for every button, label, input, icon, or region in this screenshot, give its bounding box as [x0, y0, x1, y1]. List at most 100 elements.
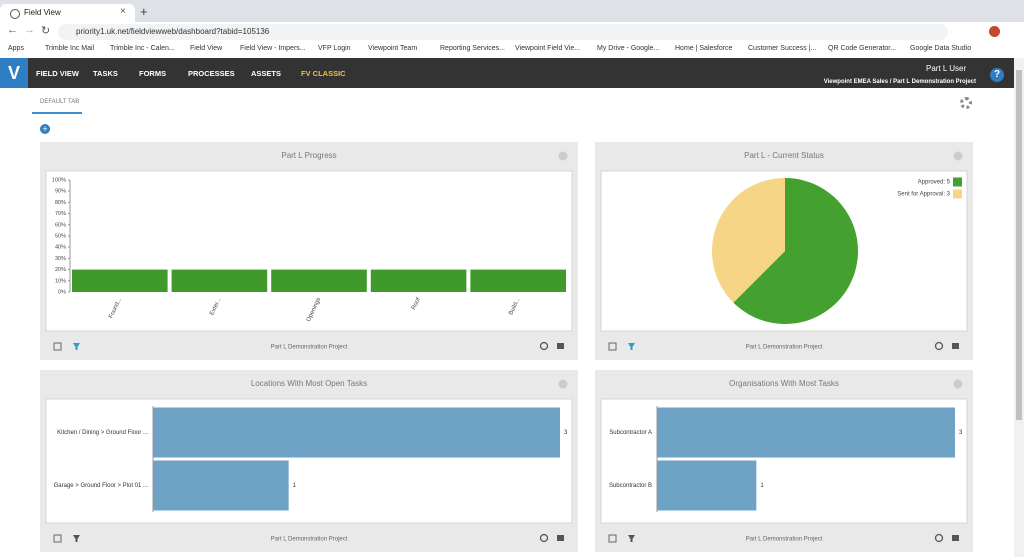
bookmark[interactable]: Reporting Services...	[440, 45, 505, 52]
refresh-icon[interactable]	[934, 533, 944, 543]
widget-title: Part L - Current Status	[744, 151, 824, 160]
tab-underline	[32, 112, 82, 114]
bookmark[interactable]: Viewpoint Team	[368, 45, 418, 52]
widget-footer: Part L Demonstration Project	[746, 537, 823, 543]
widget-title: Part L Progress	[281, 151, 336, 160]
widget-body	[45, 170, 573, 332]
bookmark[interactable]: My Drive - Google...	[597, 45, 660, 52]
help[interactable]: ?	[990, 68, 1004, 82]
y-tick-label: 30%	[55, 256, 66, 262]
url: priority1.uk.net/fieldviewweb/dashboard?…	[76, 27, 270, 36]
user-name[interactable]: Part L User	[926, 64, 967, 73]
bar[interactable]	[657, 407, 955, 458]
nav-item[interactable]: TASKS	[93, 69, 118, 78]
y-tick-label: 50%	[55, 233, 66, 239]
profile[interactable]	[989, 26, 1000, 37]
edit-icon[interactable]	[608, 342, 617, 351]
tab-title: Field View	[24, 8, 61, 17]
forward[interactable]: →	[24, 24, 35, 36]
favicon	[10, 9, 20, 19]
scrollbar[interactable]	[1014, 58, 1024, 557]
bookmark[interactable]: Home | Salesforce	[675, 45, 733, 52]
y-tick-label: 80%	[55, 200, 66, 206]
refresh-icon[interactable]	[539, 341, 549, 351]
widget-close[interactable]	[558, 151, 568, 161]
nav-item[interactable]: ASSETS	[251, 69, 282, 78]
y-tick-label: 90%	[55, 189, 66, 195]
value-label: 3	[564, 430, 568, 436]
bookmark[interactable]: Apps	[8, 45, 24, 52]
bar[interactable]	[370, 269, 467, 292]
close-tab[interactable]: ×	[120, 6, 126, 17]
bookmark[interactable]: Google Data Studio	[910, 45, 972, 52]
print-icon[interactable]	[557, 535, 564, 541]
bookmark[interactable]: Trimble Inc - Calen...	[110, 45, 175, 52]
edit-icon[interactable]	[53, 534, 62, 543]
app-nav: V Part L User Viewpoint EMEA Sales / Par…	[0, 58, 1014, 88]
value-label: 3	[959, 430, 963, 436]
edit-icon[interactable]	[53, 342, 62, 351]
widget-close[interactable]	[953, 151, 963, 161]
legend-swatch	[953, 177, 962, 187]
logo[interactable]: V	[0, 58, 28, 88]
bookmark[interactable]: Viewpoint Field Vie...	[515, 45, 581, 52]
print-icon[interactable]	[952, 343, 959, 349]
bookmark[interactable]: Customer Success |...	[748, 45, 817, 52]
bar[interactable]	[153, 460, 289, 511]
reload[interactable]: ↻	[41, 25, 51, 37]
refresh-icon[interactable]	[934, 341, 944, 351]
new-tab[interactable]: +	[140, 4, 148, 19]
nav-item[interactable]: FV CLASSIC	[301, 69, 346, 78]
widget-footer: Part L Demonstration Project	[271, 345, 348, 351]
address-row: ← → ↻ priority1.uk.net/fieldviewweb/dash…	[0, 22, 1024, 42]
filter-icon[interactable]	[73, 343, 80, 350]
settings[interactable]	[960, 97, 972, 109]
bar[interactable]	[72, 269, 168, 292]
legend-label: Approved: 5	[918, 180, 951, 186]
back[interactable]: ←	[7, 24, 18, 36]
nav-item[interactable]: FORMS	[139, 69, 167, 78]
nav-item[interactable]: PROCESSES	[188, 69, 235, 78]
refresh-icon[interactable]	[539, 533, 549, 543]
pie-slice[interactable]	[733, 178, 859, 324]
filter-icon[interactable]	[73, 535, 80, 542]
filter-icon[interactable]	[628, 343, 635, 350]
print-icon[interactable]	[952, 535, 959, 541]
bookmark[interactable]: Trimble Inc Mail	[45, 45, 95, 52]
edit-icon[interactable]	[608, 534, 617, 543]
category-label: Kitchen / Dining > Ground Floor ...	[57, 430, 148, 436]
bookmark[interactable]: Field View	[190, 45, 223, 52]
category-label: Garage > Ground Floor > Plot 01 ...	[54, 483, 149, 489]
widget-footer: Part L Demonstration Project	[746, 345, 823, 351]
nav-item[interactable]: FIELD VIEW	[36, 69, 79, 78]
add-widget[interactable]: +	[40, 124, 50, 134]
browser-tab[interactable]: Field View ×	[0, 4, 135, 22]
bookmark[interactable]: VFP Login	[318, 45, 351, 52]
bar[interactable]	[271, 269, 367, 292]
scroll-thumb[interactable]	[1016, 70, 1022, 420]
y-tick-label: 70%	[55, 211, 66, 217]
bar[interactable]	[153, 407, 560, 458]
print-icon[interactable]	[557, 343, 564, 349]
filter-icon[interactable]	[628, 535, 635, 542]
bookmark[interactable]: Field View - Impers...	[240, 45, 306, 52]
widget-close[interactable]	[558, 379, 568, 389]
context: Viewpoint EMEA Sales / Part L Demonstrat…	[823, 79, 976, 85]
widget-title: Locations With Most Open Tasks	[251, 379, 367, 388]
bar[interactable]	[171, 269, 268, 292]
bookmark[interactable]: QR Code Generator...	[828, 45, 897, 52]
tab-label[interactable]: DEFAULT TAB	[40, 99, 80, 105]
value-label: 1	[293, 483, 297, 489]
y-tick-label: 0%	[58, 289, 66, 295]
widget-close[interactable]	[953, 379, 963, 389]
bar[interactable]	[470, 269, 566, 292]
y-tick-label: 100%	[52, 177, 66, 183]
tab-strip	[0, 0, 1024, 22]
url-bar[interactable]: priority1.uk.net/fieldviewweb/dashboard?…	[58, 24, 948, 40]
pie-slice[interactable]	[712, 178, 785, 303]
legend-swatch	[953, 189, 962, 199]
y-tick-label: 40%	[55, 245, 66, 251]
bar[interactable]	[657, 460, 757, 511]
